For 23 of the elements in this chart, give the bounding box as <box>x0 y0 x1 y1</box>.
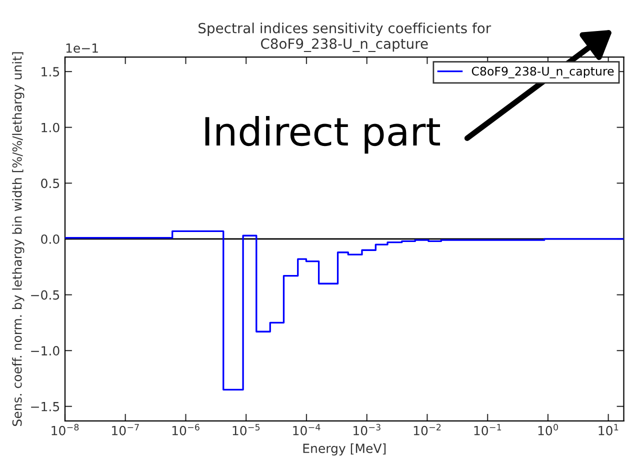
y-tick-label: 0.0 <box>41 234 60 244</box>
legend-label: C8oF9_238-U_n_capture <box>472 66 614 78</box>
x-tick-label: 10$^{−7}$ <box>112 424 139 436</box>
y-tick-label: −1.5 <box>31 402 60 412</box>
x-axis-title: Energy [MeV] <box>303 443 386 456</box>
y-axis-title: Sens. coeff. norm. by lethargy bin width [%/%/lethargy unit] <box>12 52 24 426</box>
x-tick-label: 10$^{−1}$ <box>474 424 502 436</box>
x-tick-label: 10$^{−8}$ <box>52 424 79 436</box>
x-tick-label: 10$^{−2}$ <box>414 424 441 436</box>
x-tick-label: 10$^{−5}$ <box>232 424 260 436</box>
x-tick-label: 10$^{−3}$ <box>354 424 380 436</box>
y-tick-label: 1.5 <box>42 67 60 76</box>
y-tick-label: 0.5 <box>41 178 60 188</box>
x-tick-label: 10$^{−6}$ <box>172 424 200 436</box>
y-tick-label: −1.0 <box>31 346 60 356</box>
x-tick-label: 10$^{1}$ <box>598 424 618 436</box>
chart-title: Spectral indices sensitivity coefficients for C8oF9_238-U_n_capture <box>198 22 492 52</box>
y-tick-label: −0.5 <box>31 290 60 300</box>
text: 1e−1 <box>66 44 98 53</box>
x-tick-label: 10$^{0}$ <box>538 424 558 436</box>
y-tick-label: 1.0 <box>42 122 60 132</box>
annotation: Indirect part <box>205 116 440 154</box>
x-tick-label: 10$^{−4}$ <box>293 424 320 436</box>
